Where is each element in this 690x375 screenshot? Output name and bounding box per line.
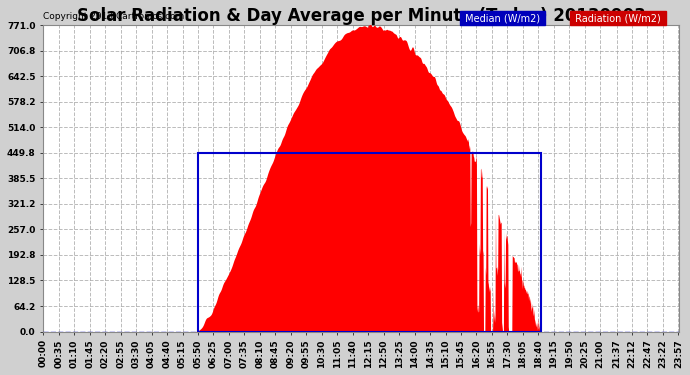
Bar — [198, 153, 540, 332]
Title: Solar Radiation & Day Average per Minute (Today) 20130903: Solar Radiation & Day Average per Minute… — [77, 7, 646, 25]
Text: Radiation (W/m2): Radiation (W/m2) — [572, 13, 664, 23]
Text: Copyright 2013 Cartronics.com: Copyright 2013 Cartronics.com — [43, 12, 185, 21]
Text: Median (W/m2): Median (W/m2) — [462, 13, 543, 23]
